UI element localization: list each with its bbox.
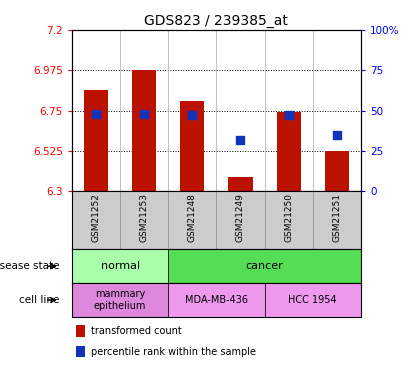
- Text: GSM21253: GSM21253: [140, 193, 149, 242]
- Text: HCC 1954: HCC 1954: [289, 295, 337, 305]
- Bar: [72, 283, 168, 317]
- Point: [93, 111, 99, 117]
- Text: GSM21252: GSM21252: [92, 193, 101, 242]
- Bar: [168, 249, 361, 283]
- Text: GSM21248: GSM21248: [188, 193, 197, 242]
- Text: transformed count: transformed count: [91, 326, 182, 336]
- Bar: [132, 70, 156, 191]
- Text: cancer: cancer: [246, 261, 284, 271]
- Bar: [277, 111, 301, 191]
- Bar: [325, 151, 349, 191]
- Point: [141, 111, 148, 117]
- Bar: [168, 283, 265, 317]
- Point: [189, 112, 196, 118]
- Point: [333, 132, 340, 138]
- Text: MDA-MB-436: MDA-MB-436: [185, 295, 248, 305]
- Bar: [180, 101, 204, 191]
- Title: GDS823 / 239385_at: GDS823 / 239385_at: [144, 13, 289, 28]
- Text: cell line: cell line: [19, 295, 60, 305]
- Text: normal: normal: [101, 261, 140, 271]
- Text: GSM21250: GSM21250: [284, 193, 293, 242]
- Point: [237, 136, 244, 142]
- Point: [285, 112, 292, 118]
- Bar: [84, 90, 108, 191]
- Text: disease state: disease state: [0, 261, 60, 271]
- Text: GSM21249: GSM21249: [236, 193, 245, 242]
- Bar: [72, 249, 168, 283]
- Text: percentile rank within the sample: percentile rank within the sample: [91, 346, 256, 357]
- Text: mammary
epithelium: mammary epithelium: [94, 289, 146, 311]
- Bar: [265, 283, 361, 317]
- Text: GSM21251: GSM21251: [332, 193, 341, 242]
- Bar: [229, 177, 252, 191]
